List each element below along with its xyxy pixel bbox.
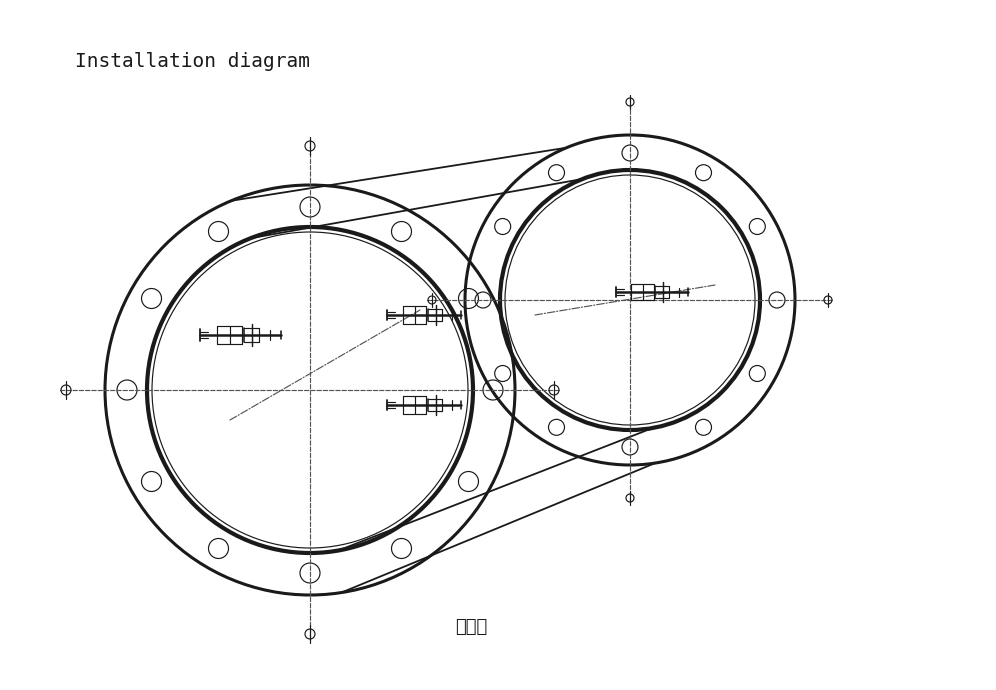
Text: Installation diagram: Installation diagram [75, 52, 310, 71]
Text: 透视图: 透视图 [455, 618, 487, 636]
